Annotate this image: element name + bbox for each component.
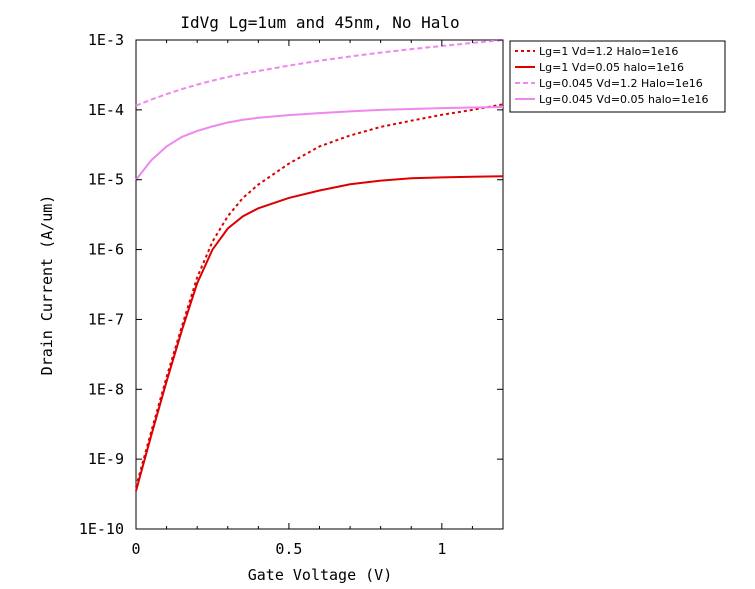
y-tick-label: 1E-4 bbox=[88, 101, 124, 119]
y-axis-label: Drain Current (A/um) bbox=[38, 195, 56, 376]
y-tick-label: 1E-10 bbox=[79, 520, 124, 538]
y-tick-label: 1E-8 bbox=[88, 380, 124, 398]
series-line-2 bbox=[135, 175, 504, 492]
x-axis: 0 0.5 1 bbox=[131, 40, 473, 558]
legend-label-4: Lg=0.045 Vd=0.05 halo=1e16 bbox=[539, 93, 709, 106]
legend-label-3: Lg=0.045 Vd=1.2 Halo=1e16 bbox=[539, 77, 703, 90]
legend-label-1: Lg=1 Vd=1.2 Halo=1e16 bbox=[539, 45, 678, 58]
x-tick-label: 0.5 bbox=[275, 540, 302, 558]
y-axis: 1E-10 1E-9 1E-8 1E-7 1E-6 1E-5 1E-4 1E-3 bbox=[79, 31, 503, 538]
series-line-4 bbox=[135, 106, 504, 181]
chart-title: IdVg Lg=1um and 45nm, No Halo bbox=[180, 13, 459, 32]
y-tick-label: 1E-5 bbox=[88, 171, 124, 189]
legend-box bbox=[509, 40, 726, 113]
series-line-3 bbox=[135, 39, 504, 107]
y-tick-label: 1E-6 bbox=[88, 241, 124, 259]
series-line-1 bbox=[135, 103, 504, 488]
legend: Lg=1 Vd=1.2 Halo=1e16 Lg=1 Vd=0.05 halo=1… bbox=[509, 40, 726, 113]
x-tick-label: 1 bbox=[437, 540, 446, 558]
y-tick-label: 1E-7 bbox=[88, 310, 124, 328]
y-tick-label: 1E-3 bbox=[88, 31, 124, 49]
x-axis-label: Gate Voltage (V) bbox=[248, 566, 393, 584]
x-tick-label: 0 bbox=[131, 540, 140, 558]
legend-label-2: Lg=1 Vd=0.05 halo=1e16 bbox=[539, 61, 684, 74]
series-layer bbox=[135, 39, 504, 492]
y-tick-label: 1E-9 bbox=[88, 450, 124, 468]
